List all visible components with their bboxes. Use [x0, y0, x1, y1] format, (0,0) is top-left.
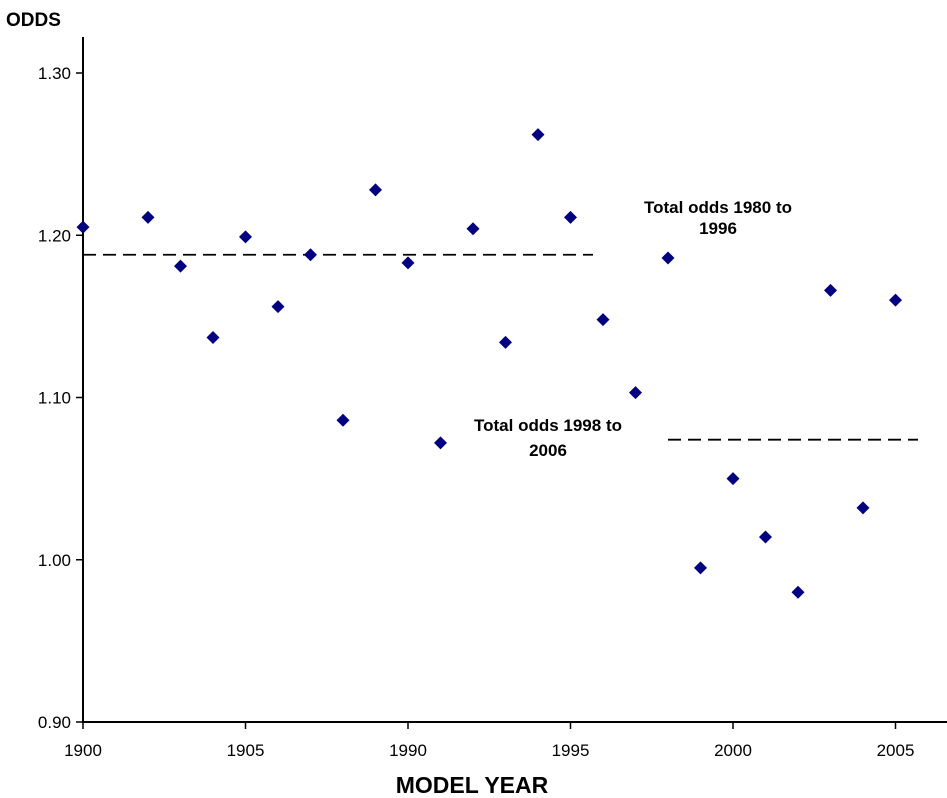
x-ticks: 1900 1905 1990 1995 2000 2005	[64, 722, 914, 760]
data-point-2005	[889, 293, 902, 307]
data-point-1986	[271, 300, 285, 314]
data-point-1995	[564, 210, 577, 224]
annotation-1998-2006-line1: Total odds 1998 to	[474, 416, 622, 435]
data-point-2003	[824, 283, 837, 297]
data-point-1987	[304, 248, 317, 262]
y-tick-label: 1.00	[38, 551, 71, 570]
y-tick-label: 1.10	[38, 389, 71, 408]
y-tick-label: 1.20	[38, 226, 71, 245]
data-point-1998	[661, 251, 675, 265]
data-point-1983	[174, 259, 187, 273]
annotation-1980-1996-line1: Total odds 1980 to	[644, 198, 792, 217]
y-tick-label: 0.90	[38, 713, 71, 732]
x-tick-label: 1990	[389, 741, 427, 760]
x-tick-label: 2005	[877, 741, 915, 760]
data-point-1984	[206, 330, 220, 344]
x-tick-label: 1995	[552, 741, 590, 760]
x-tick-label: 1900	[64, 741, 102, 760]
data-point-1993	[499, 335, 512, 349]
data-point-1992	[466, 222, 480, 236]
y-ticks: 0.90 1.00 1.10 1.20 1.30	[38, 64, 83, 732]
data-point-1980	[76, 220, 90, 234]
data-point-1994	[531, 128, 545, 142]
y-tick-label: 1.30	[38, 64, 71, 83]
data-point-1989	[369, 183, 382, 197]
data-point-1991	[434, 436, 447, 450]
data-point-1985	[239, 230, 252, 244]
data-point-2004	[856, 501, 870, 515]
data-point-1996	[596, 313, 610, 327]
data-point-2001	[759, 530, 772, 544]
data-point-1990	[401, 256, 415, 270]
x-axis-label: MODEL YEAR	[396, 772, 549, 798]
data-point-1997	[629, 386, 642, 400]
x-tick-label: 1905	[227, 741, 265, 760]
data-point-1982	[141, 210, 155, 224]
y-axis-label: ODDS	[6, 10, 61, 31]
data-point-1988	[336, 413, 350, 427]
x-tick-label: 2000	[714, 741, 752, 760]
annotation-1980-1996-line2: 1996	[699, 219, 737, 238]
data-point-2002	[791, 585, 805, 599]
data-point-1999	[694, 561, 707, 575]
annotation-1998-2006-line2: 2006	[529, 441, 567, 460]
data-points	[76, 128, 902, 599]
data-point-2000	[726, 472, 740, 486]
reference-lines	[83, 253, 918, 441]
